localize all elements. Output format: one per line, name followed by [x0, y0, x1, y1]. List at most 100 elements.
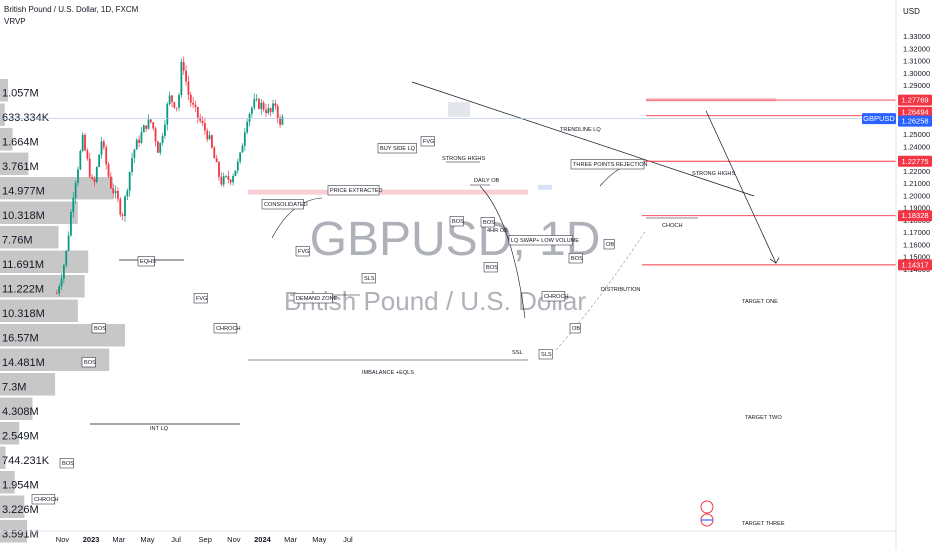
annotation-ob-4hr: 4HR OB	[487, 228, 508, 234]
time-tick: Mar	[284, 535, 297, 544]
candle	[182, 61, 185, 71]
annotation-strong-highs-2: STRONG HIGHS	[692, 171, 735, 177]
price-badge-text: 1.26258	[901, 117, 928, 126]
price-tick: 1.30000	[903, 69, 930, 78]
price-tick: 1.19000	[903, 204, 930, 213]
annotation-text: BUY SIDE LQ	[380, 146, 416, 152]
price-badge-text: 1.22775	[901, 157, 928, 166]
volume-bar	[0, 299, 78, 322]
annotation-text: 4HR OB	[487, 228, 508, 234]
annotation-text: SLS	[364, 276, 375, 282]
imbalance-zone	[248, 189, 528, 195]
annotation-target-three: TARGET THREE	[742, 521, 785, 527]
annotation-box	[449, 216, 464, 227]
annotation-text: TARGET ONE	[742, 299, 778, 305]
price-tick: 1.17000	[903, 228, 930, 237]
annotation-text: SSL	[512, 350, 523, 356]
candle	[65, 250, 68, 266]
time-tick: Mar	[112, 535, 125, 544]
candle	[131, 157, 133, 172]
symbol-title[interactable]: British Pound / U.S. Dollar, 1D, FXCM	[4, 5, 139, 14]
price-badge	[898, 106, 932, 118]
price-tick: 1.33000	[903, 32, 930, 41]
indicator-label[interactable]: VRVP	[4, 17, 26, 26]
candle	[199, 117, 202, 121]
annotation-text: TARGET THREE	[742, 521, 785, 527]
candle	[192, 102, 195, 105]
candle	[269, 108, 272, 112]
distribution-curve	[555, 229, 647, 351]
annotation-box	[137, 256, 155, 267]
candle	[67, 235, 70, 251]
candle	[236, 161, 239, 171]
annotation-text: CHOCH	[662, 223, 683, 229]
price-badge	[898, 115, 932, 127]
annotation-text: OB	[606, 242, 614, 248]
candle	[140, 132, 143, 143]
volume-label: 16.57M	[2, 333, 39, 345]
candle	[187, 81, 190, 95]
time-tick: Jul	[343, 535, 353, 544]
volume-label: 4.308M	[2, 406, 39, 418]
us-flag-icon	[700, 500, 714, 514]
candle	[138, 139, 140, 143]
annotation-bos-7: BOS	[59, 458, 74, 469]
annotation-box	[568, 253, 583, 264]
annotation-fvg-3: FVG	[193, 293, 208, 304]
annotation-bos-6: BOS	[81, 357, 96, 368]
candle	[109, 176, 112, 189]
candle	[159, 142, 162, 153]
annotation-box	[377, 143, 417, 154]
annotation-box	[91, 323, 106, 334]
candle	[260, 102, 263, 109]
candle	[239, 152, 242, 162]
candle	[112, 188, 115, 194]
candle	[145, 125, 148, 129]
annotation-target-two: TARGET TWO	[745, 415, 782, 421]
annotation-text: PRICE EXTRACTED	[330, 188, 383, 194]
annotation-choch-4: CHROCH	[31, 494, 59, 505]
annotation-strong-highs-1: STRONG HIGHS	[442, 156, 485, 162]
candle	[124, 196, 126, 217]
price-tick: 1.32000	[903, 44, 930, 53]
annotation-consolidated: CONSOLIDATED	[261, 199, 308, 210]
candle	[62, 265, 65, 279]
volume-label: 7.76M	[2, 235, 33, 247]
annotation-ssl: SSL	[512, 350, 523, 356]
candle	[189, 94, 192, 103]
annotation-text: BOS	[452, 219, 464, 225]
candle	[196, 107, 199, 118]
time-tick: Nov	[56, 535, 70, 544]
volume-bar	[0, 471, 15, 494]
annotation-box	[293, 293, 333, 304]
time-tick: May	[312, 535, 326, 544]
candle	[74, 182, 77, 198]
annotation-target-one: TARGET ONE	[742, 299, 778, 305]
candle	[246, 121, 249, 133]
annotation-bos-4: BOS	[568, 253, 583, 264]
volume-label: 1.664M	[2, 137, 39, 149]
annotation-bos-1: BOS	[449, 216, 464, 227]
annotation-text: EQHS	[140, 259, 156, 265]
annotation-box	[261, 199, 304, 210]
time-ticks: Nov 2023 Mar May Jul Sep Nov 2024 Mar May Jul	[56, 535, 353, 544]
volume-bar	[0, 103, 5, 126]
volume-label: 3.761M	[2, 161, 39, 173]
annotation-text: INT LQ	[150, 426, 169, 432]
projection-arrow	[705, 110, 777, 264]
price-axis[interactable]	[896, 0, 932, 550]
annotation-box	[193, 293, 208, 304]
candle	[77, 169, 79, 183]
annotation-text: DISTRIBUTION	[601, 287, 640, 293]
annotation-fvg-2: FVG	[295, 246, 310, 257]
annotation-text: DEMAND ZONE	[296, 296, 338, 302]
candle	[218, 162, 220, 177]
annotation-choch-3: CHROCH	[541, 291, 569, 302]
candle	[248, 113, 251, 122]
candle	[215, 158, 218, 163]
volume-label: 3.226M	[2, 504, 39, 516]
volume-bar	[0, 201, 78, 224]
volume-label: 633.334K	[2, 112, 50, 124]
candle	[279, 118, 281, 125]
